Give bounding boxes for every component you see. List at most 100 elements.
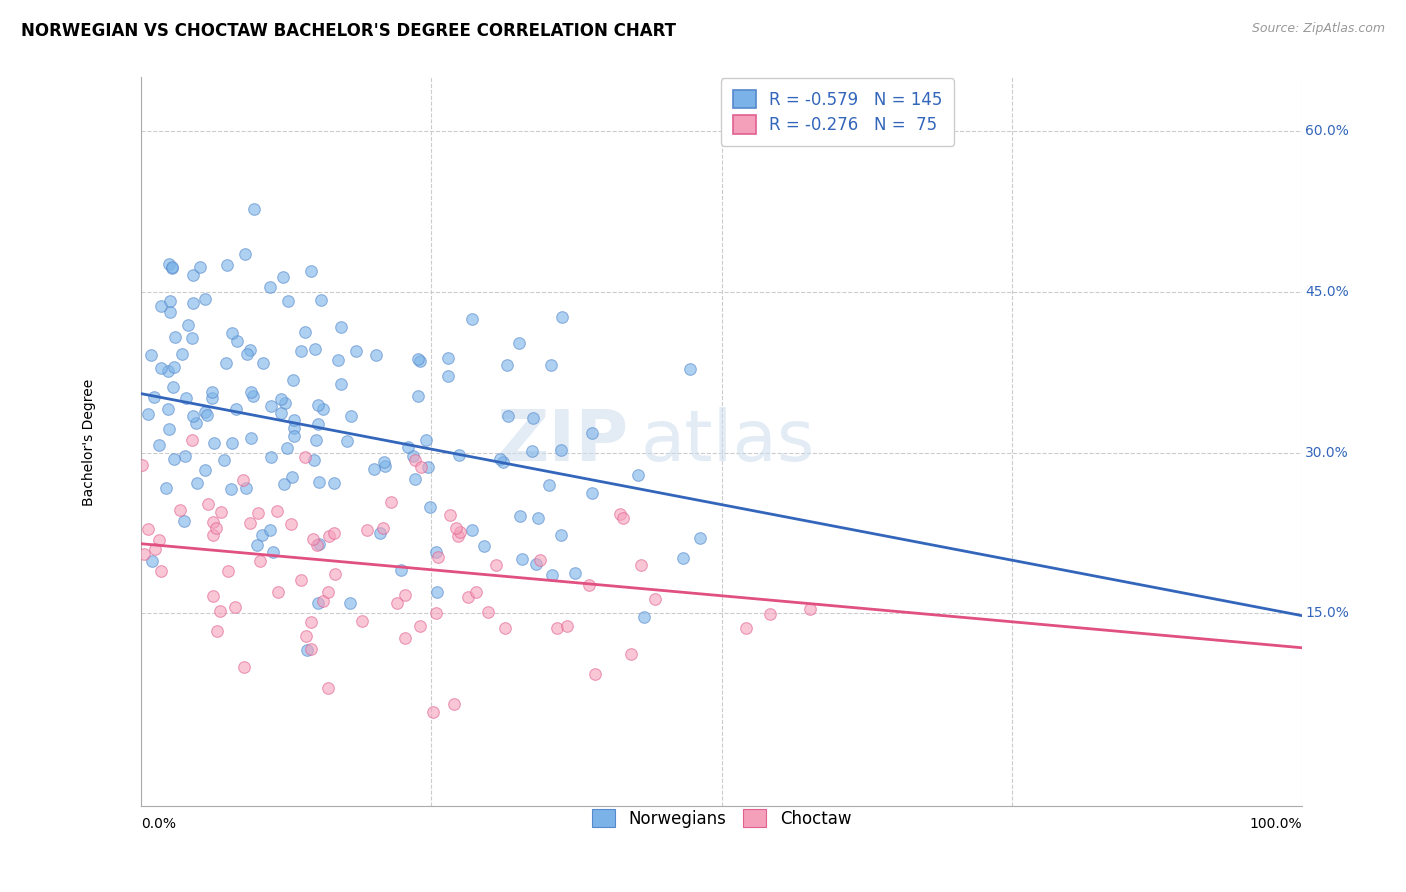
Point [239, 516, 262, 531]
Point [299, 642, 322, 657]
Point [307, 398, 329, 412]
Point [169, 503, 191, 517]
Point [246, 506, 269, 520]
Point [212, 453, 235, 467]
Point [436, 351, 458, 365]
Point [188, 260, 211, 274]
Point [249, 554, 271, 568]
Point [495, 359, 517, 373]
Point [484, 558, 506, 572]
Point [371, 521, 394, 535]
Point [194, 292, 217, 306]
Point [496, 409, 519, 423]
Point [209, 505, 232, 519]
Point [273, 477, 295, 491]
Point [304, 342, 326, 356]
Point [202, 528, 225, 542]
Point [735, 621, 758, 635]
Point [329, 377, 352, 392]
Point [165, 330, 187, 344]
Point [281, 470, 304, 484]
Point [409, 619, 432, 633]
Point [419, 500, 441, 514]
Point [461, 312, 484, 326]
Point [283, 421, 305, 435]
Point [363, 461, 385, 475]
Point [404, 453, 426, 467]
Point [163, 452, 186, 467]
Text: 15.0%: 15.0% [1305, 607, 1348, 621]
Point [181, 409, 204, 423]
Point [612, 511, 634, 525]
Point [136, 522, 159, 536]
Point [208, 604, 231, 618]
Point [201, 384, 224, 399]
Point [181, 331, 204, 345]
Point [581, 486, 603, 500]
Point [150, 299, 173, 313]
Point [509, 509, 531, 524]
Point [219, 482, 242, 496]
Point [633, 610, 655, 624]
Point [217, 564, 239, 578]
Point [307, 596, 329, 610]
Text: 100.0%: 100.0% [1249, 817, 1302, 831]
Point [630, 558, 652, 573]
Point [274, 396, 297, 410]
Point [181, 295, 204, 310]
Point [318, 529, 340, 543]
Text: Source: ZipAtlas.com: Source: ZipAtlas.com [1251, 22, 1385, 36]
Point [252, 528, 274, 542]
Point [394, 632, 416, 646]
Point [491, 455, 513, 469]
Point [672, 551, 695, 566]
Point [344, 343, 367, 358]
Point [583, 667, 606, 681]
Point [290, 343, 312, 358]
Text: 45.0%: 45.0% [1305, 285, 1348, 299]
Text: NORWEGIAN VS CHOCTAW BACHELOR'S DEGREE CORRELATION CHART: NORWEGIAN VS CHOCTAW BACHELOR'S DEGREE C… [21, 22, 676, 40]
Point [173, 514, 195, 528]
Point [260, 399, 283, 413]
Point [225, 402, 247, 417]
Point [143, 541, 166, 556]
Point [425, 606, 447, 620]
Point [520, 444, 543, 458]
Point [170, 347, 193, 361]
Point [299, 264, 322, 278]
Point [316, 681, 339, 696]
Point [239, 343, 262, 357]
Point [336, 434, 359, 448]
Point [157, 422, 180, 436]
Point [271, 270, 294, 285]
Point [148, 438, 170, 452]
Point [316, 585, 339, 599]
Point [177, 318, 200, 333]
Point [197, 408, 219, 422]
Point [232, 473, 254, 487]
Point [226, 334, 249, 348]
Point [329, 319, 352, 334]
Point [472, 540, 495, 554]
Point [447, 529, 470, 543]
Point [141, 554, 163, 568]
Point [436, 369, 458, 384]
Point [163, 359, 186, 374]
Point [221, 326, 243, 340]
Point [174, 392, 197, 406]
Point [312, 401, 335, 416]
Point [155, 481, 177, 495]
Point [242, 389, 264, 403]
Point [323, 476, 346, 491]
Point [461, 523, 484, 537]
Point [299, 615, 322, 629]
Point [283, 428, 305, 442]
Point [139, 348, 162, 362]
Point [267, 585, 290, 599]
Point [508, 336, 530, 351]
Text: Bachelor's Degree: Bachelor's Degree [82, 378, 96, 506]
Point [194, 404, 217, 418]
Point [426, 549, 449, 564]
Point [679, 362, 702, 376]
Point [174, 450, 197, 464]
